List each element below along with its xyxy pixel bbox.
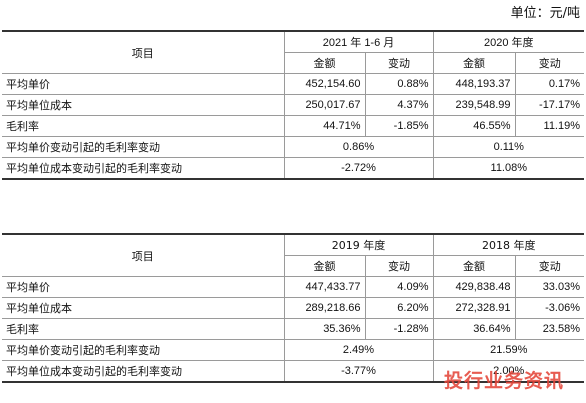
table-row: 平均单价变动引起的毛利率变动 2.49% 21.59%	[2, 339, 584, 361]
amount-cell: 46.55%	[433, 115, 516, 137]
value-cell: 0.11%	[433, 136, 585, 158]
table-row: 平均单价变动引起的毛利率变动 0.86% 0.11%	[2, 136, 585, 158]
table-2021-2020: 项目 2021 年 1-6 月 2020 年度 金额 变动 金额 变动 平均单价…	[2, 30, 585, 180]
change-cell: -17.17%	[515, 94, 585, 116]
amount-cell: 289,218.66	[284, 297, 366, 319]
row-label: 平均单价变动引起的毛利率变动	[2, 136, 285, 158]
row-label: 平均单价变动引起的毛利率变动	[2, 339, 285, 361]
amount-cell: 36.64%	[433, 318, 516, 340]
table-subheader-row: 金额 变动 金额 变动	[2, 255, 584, 277]
table-2019-2018: 项目 2019 年度 2018 年度 金额 变动 金额 变动 平均单价 447,…	[2, 233, 584, 383]
change-cell: -1.28%	[365, 318, 434, 340]
row-label: 平均单价	[2, 276, 285, 298]
change-cell: -3.06%	[515, 297, 584, 319]
row-label: 平均单价	[2, 73, 285, 95]
table-row: 平均单位成本 289,218.66 6.20% 272,328.91 -3.06…	[2, 297, 584, 319]
item-header: 项目	[2, 30, 285, 74]
amount-cell: 239,548.99	[433, 94, 516, 116]
table-row: 毛利率 35.36% -1.28% 36.64% 23.58%	[2, 318, 584, 340]
value-cell: -3.77%	[284, 360, 434, 383]
row-label: 平均单位成本变动引起的毛利率变动	[2, 360, 285, 383]
table-row: 毛利率 44.71% -1.85% 46.55% 11.19%	[2, 115, 585, 137]
period-header: 2021 年 1-6 月	[284, 30, 434, 53]
value-cell: 2.00%	[433, 360, 584, 383]
period-header: 2019 年度	[284, 233, 434, 256]
value-cell: 11.08%	[433, 157, 585, 180]
row-label: 平均单位成本	[2, 94, 285, 116]
period-header: 2020 年度	[433, 30, 585, 53]
amount-cell: 429,838.48	[433, 276, 516, 298]
change-cell: 4.09%	[365, 276, 434, 298]
amount-header: 金额	[284, 255, 366, 277]
value-cell: 21.59%	[433, 339, 584, 361]
change-header: 变动	[365, 52, 434, 74]
amount-header: 金额	[433, 255, 516, 277]
amount-cell: 44.71%	[284, 115, 366, 137]
amount-cell: 448,193.37	[433, 73, 516, 95]
change-header: 变动	[515, 52, 585, 74]
table-header-row: 项目 2019 年度 2018 年度	[2, 233, 584, 277]
amount-header: 金额	[284, 52, 366, 74]
change-cell: 11.19%	[515, 115, 585, 137]
amount-cell: 250,017.67	[284, 94, 366, 116]
change-cell: 6.20%	[365, 297, 434, 319]
change-header: 变动	[515, 255, 584, 277]
amount-cell: 35.36%	[284, 318, 366, 340]
value-cell: 0.86%	[284, 136, 434, 158]
table-row: 平均单位成本 250,017.67 4.37% 239,548.99 -17.1…	[2, 94, 585, 116]
amount-cell: 272,328.91	[433, 297, 516, 319]
change-cell: 23.58%	[515, 318, 584, 340]
table-row: 平均单价 452,154.60 0.88% 448,193.37 0.17%	[2, 73, 585, 95]
row-label: 毛利率	[2, 318, 285, 340]
value-cell: 2.49%	[284, 339, 434, 361]
change-cell: 0.88%	[365, 73, 434, 95]
row-label: 平均单位成本变动引起的毛利率变动	[2, 157, 285, 180]
table-subheader-row: 金额 变动 金额 变动	[2, 52, 585, 74]
table-header-row: 项目 2021 年 1-6 月 2020 年度	[2, 30, 585, 74]
table-row: 平均单价 447,433.77 4.09% 429,838.48 33.03%	[2, 276, 584, 298]
row-label: 毛利率	[2, 115, 285, 137]
amount-cell: 447,433.77	[284, 276, 366, 298]
watermark: 投行业务资讯	[444, 370, 565, 392]
table-row: 平均单位成本变动引起的毛利率变动 -2.72% 11.08%	[2, 157, 585, 180]
amount-header: 金额	[433, 52, 516, 74]
unit-label: 单位：元/吨	[510, 6, 580, 21]
item-header: 项目	[2, 233, 285, 277]
amount-cell: 452,154.60	[284, 73, 366, 95]
change-cell: 4.37%	[365, 94, 434, 116]
value-cell: -2.72%	[284, 157, 434, 180]
change-header: 变动	[365, 255, 434, 277]
change-cell: 33.03%	[515, 276, 584, 298]
period-header: 2018 年度	[433, 233, 584, 256]
change-cell: 0.17%	[515, 73, 585, 95]
change-cell: -1.85%	[365, 115, 434, 137]
row-label: 平均单位成本	[2, 297, 285, 319]
table-row: 平均单位成本变动引起的毛利率变动 -3.77% 2.00%	[2, 360, 584, 383]
